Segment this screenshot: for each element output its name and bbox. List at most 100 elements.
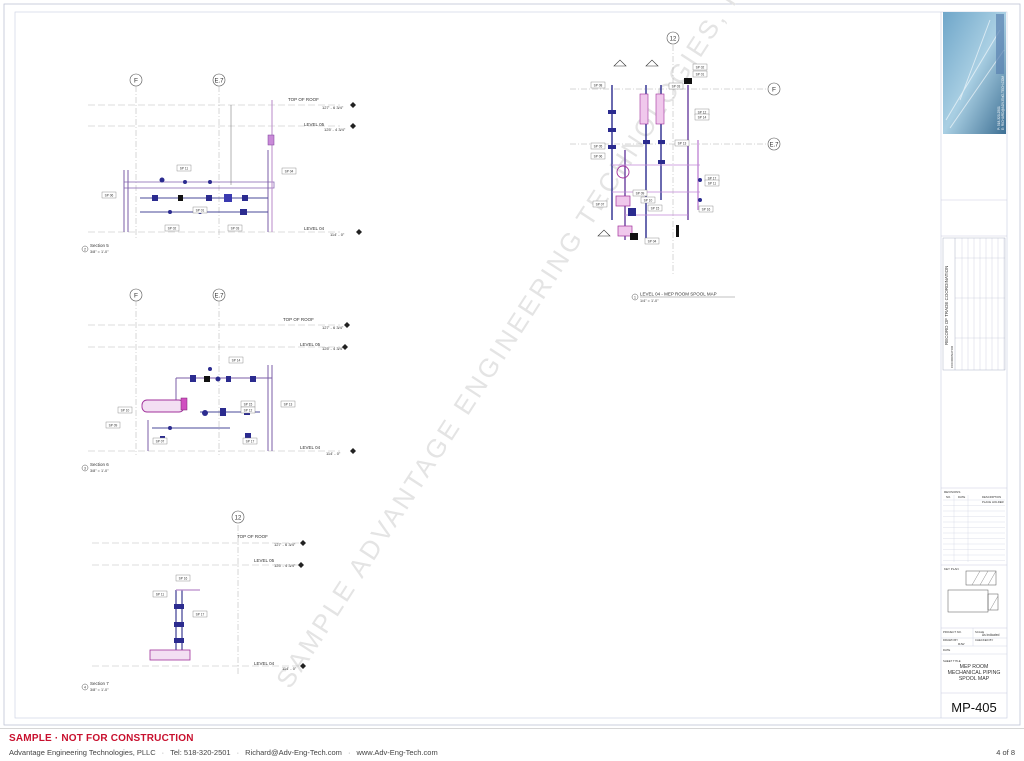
footer-website[interactable]: www.Adv-Eng-Tech.com <box>356 748 438 757</box>
spool-tag: SP 07 <box>152 437 168 445</box>
section-7-view: 12 TOP OF ROOF 127' - 6 3/4" LEVEL 05 12… <box>92 510 306 675</box>
inner-border <box>14 11 1008 719</box>
spool-tag-label: SP 02 <box>168 226 177 230</box>
spool-tag-label: SP 11 <box>156 592 165 596</box>
drawn-by-value: RJW <box>958 642 965 646</box>
page-number: 4 of 8 <box>996 748 1015 757</box>
spool-tag: SP 08 <box>590 81 606 89</box>
level-05-s6: LEVEL 05 <box>300 342 321 347</box>
spool-tag-label: SP 16 <box>179 576 188 580</box>
sample-warning: SAMPLE · NOT FOR CONSTRUCTION <box>9 733 194 744</box>
spool-tag-label: SP 05 <box>594 144 603 148</box>
spool-tag-label: SP 10 <box>121 408 130 412</box>
spool-tag: SP 11 <box>176 164 192 172</box>
footer-email[interactable]: Richard@Adv-Eng-Tech.com <box>245 748 342 757</box>
view-scale-s6: 3/8" = 1'-0" <box>90 469 109 473</box>
spool-tag-label: SP 09 <box>109 423 118 427</box>
sheet-title-line-3: SPOOL MAP <box>959 676 990 682</box>
date-label: DATE <box>943 648 950 652</box>
spool-tag: SP 04 <box>644 237 660 245</box>
elev-05-s6: 125' - 4 3/4" <box>322 346 344 351</box>
scale-value: As indicated <box>982 633 1000 637</box>
view-title-plan: 1 LEVEL 04 - MEP ROOM SPOOL MAP 1/4" = 1… <box>631 292 735 303</box>
record-of-trade-coordination: RECORD OF TRADE COORDINATION <box>944 266 949 345</box>
elev-04-s6: 114' - 0" <box>326 451 341 456</box>
spool-tag-label: SP 14 <box>698 115 707 119</box>
logo-contact-2: E: RICHARD@ADV-ENG-TECH.COM <box>1001 76 1005 130</box>
title-block: P: 518-320-2501 E: RICHARD@ADV-ENG-TECH.… <box>940 12 1007 718</box>
checked-by-label: CHECKED BY <box>975 638 993 642</box>
spool-tag: SP 10 <box>640 196 656 204</box>
spool-tag: SP 06 <box>590 152 606 160</box>
outer-border <box>3 3 1021 726</box>
sheet-title-line-1: MEP ROOM <box>960 664 989 670</box>
spool-tag-label: SP 01 <box>196 208 205 212</box>
elev-04-s7: 114' - 0" <box>282 666 297 671</box>
footer-tel: Tel: 518-320-2501 <box>170 748 231 757</box>
view-number-s7: 4 <box>84 686 86 690</box>
spool-tag: SP 07 <box>592 200 608 208</box>
spool-tag-label: SP 17 <box>246 439 255 443</box>
grid-bubble-e7-plan: E.7 <box>769 143 779 149</box>
spool-tag: SP 15 <box>647 204 663 212</box>
spool-tag-label: SP 07 <box>596 202 605 206</box>
level-04-s6: LEVEL 04 <box>300 445 321 450</box>
grid-bubble-f-s6: F <box>134 293 138 300</box>
spool-tag-label: SP 11 <box>708 181 717 185</box>
spool-tag-label: SP 10 <box>644 198 653 202</box>
view-scale-plan: 1/4" = 1'-0" <box>640 299 659 303</box>
spool-tag: SP 15 <box>240 400 256 408</box>
elev-top-of-roof-s7: 127' - 6 3/4" <box>274 542 296 547</box>
spool-tag-label: SP 11 <box>180 166 189 170</box>
spool-tag-label: SP 03 <box>231 226 240 230</box>
spool-tag: SP 03 <box>668 82 684 90</box>
rev-first-entry: PLACE HOLDER <box>982 500 1004 504</box>
spool-tag-label: SP 04 <box>285 169 294 173</box>
spool-tag-label: SP 17 <box>708 176 717 180</box>
section-5-view: F E.7 TOP OF ROOF 127' - 6 3/4" LEVEL 05… <box>88 73 362 240</box>
level-04-s7: LEVEL 04 <box>254 661 275 666</box>
spool-tag: SP 13 <box>674 139 690 147</box>
spool-tag-label: SP 16 <box>702 207 711 211</box>
revisions-label: REVISIONS <box>944 490 960 494</box>
section-6-view: F E.7 TOP OF ROOF 127' - 6 3/4" LEVEL 05… <box>88 288 356 456</box>
view-scale-s5: 3/8" = 1'-0" <box>90 250 109 254</box>
grid-bubble-e7-s6: E.7 <box>214 294 224 300</box>
rev-col-desc: DESCRIPTION <box>982 495 1001 499</box>
drawn-by-label: DRAWN BY <box>943 638 958 642</box>
spool-tag: SP 10 <box>117 406 133 414</box>
spool-tag-label: SP 06 <box>105 193 114 197</box>
coordinator-label: COORDINATOR <box>950 345 954 368</box>
elev-05-s5: 125' - 4 3/4" <box>324 127 346 132</box>
spool-tag-label: SP 08 <box>594 83 603 87</box>
spool-tag-label: SP 03 <box>672 84 681 88</box>
footer-company: Advantage Engineering Technologies, PLLC <box>9 748 156 757</box>
spool-tag-label: SP 04 <box>648 239 657 243</box>
sheet-title-label: SHEET TITLE <box>943 659 961 663</box>
view-title-section-7: 4 Section 7 3/8" = 1'-0" <box>81 681 109 692</box>
page-footer: SAMPLE · NOT FOR CONSTRUCTION Advantage … <box>0 728 1024 761</box>
grid-bubble-12-plan: 12 <box>670 37 677 43</box>
view-number-s6: 3 <box>84 467 86 471</box>
spool-tag: SP 01 <box>192 206 208 214</box>
spool-tag-label: SP 02 <box>696 65 705 69</box>
project-no-label: PROJECT NO. <box>943 630 962 634</box>
spool-tag: SP 16 <box>698 205 714 213</box>
sheet-title-line-2: MECHANICAL PIPING <box>948 670 1001 676</box>
view-number-s5: 2 <box>84 248 86 252</box>
view-title-s5: Section 5 <box>90 243 109 248</box>
spool-tag: SP 16 <box>175 574 191 582</box>
rev-col-no: NO. <box>946 495 951 499</box>
spool-tag: SP 17 <box>192 610 208 618</box>
sheet-number: MP-405 <box>951 700 997 715</box>
logo-contact-1: P: 518-320-2501 <box>997 106 1001 130</box>
level-04-plan-view: 12 F E.7 <box>570 31 781 275</box>
view-title-s7: Section 7 <box>90 681 109 686</box>
view-scale-s7: 3/8" = 1'-0" <box>90 688 109 692</box>
elev-04-s5: 114' - 0" <box>330 232 345 237</box>
spool-tag-label: SP 17 <box>196 612 205 616</box>
elev-top-of-roof-s6: 127' - 6 3/4" <box>322 325 344 330</box>
view-title-plan-text: LEVEL 04 - MEP ROOM SPOOL MAP <box>640 292 717 297</box>
level-05-s7: LEVEL 05 <box>254 558 275 563</box>
spool-tag: SP 04 <box>281 167 297 175</box>
